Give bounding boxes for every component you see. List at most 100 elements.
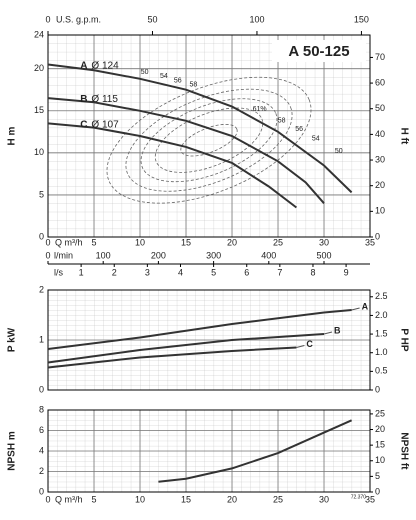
plot-frame	[47, 34, 371, 238]
y-tick-label: 1	[39, 334, 44, 344]
y2-tick-label: 0	[375, 384, 380, 394]
y2-tick-label: 30	[375, 154, 385, 164]
extra-tick-label: 400	[261, 250, 276, 260]
y2-tick-label: 5	[375, 471, 380, 481]
y2-tick-label: 15	[375, 440, 385, 450]
efficiency-label: 58	[278, 118, 286, 125]
y-tick-label: 5	[39, 189, 44, 199]
efficiency-contour	[154, 107, 264, 173]
efficiency-label: 56	[174, 77, 182, 84]
x-tick-label: 10	[135, 494, 145, 504]
y2-tick-label: 20	[375, 180, 385, 190]
curve	[47, 309, 352, 350]
efficiency-label: 56	[295, 126, 303, 133]
x-axis-label: Q m³/h	[55, 237, 83, 247]
efficiency-label: 50	[335, 148, 343, 155]
extra-tick-label: 300	[206, 250, 221, 260]
y2-tick-label: 2.5	[375, 291, 388, 301]
curve-diameter: Ø 115	[91, 94, 118, 105]
top-tick-label: 50	[147, 14, 157, 24]
efficiency-label: 58	[189, 82, 197, 89]
plot-frame	[47, 289, 371, 391]
y-tick-label: 6	[39, 425, 44, 435]
y2-axis-label: NPSH ft	[398, 432, 409, 470]
extra-tick-label: 100	[96, 250, 111, 260]
plot-frame	[47, 409, 371, 493]
curve-diameter: Ø 107	[91, 119, 119, 130]
title-box	[272, 40, 366, 62]
y2-axis-label: H ft	[398, 128, 409, 145]
y-tick-label: 0	[39, 231, 44, 241]
curve	[158, 419, 353, 483]
y-tick-label: 4	[39, 445, 44, 455]
curve-label: A	[362, 301, 369, 311]
curve-label: B Ø 115	[80, 94, 118, 105]
curve	[47, 97, 325, 204]
curve	[47, 122, 298, 209]
y-tick-label: 10	[34, 147, 44, 157]
y2-tick-label: 10	[375, 206, 385, 216]
top-tick-label: 0	[45, 14, 50, 24]
top-tick-label: 100	[249, 14, 264, 24]
x-tick-label: 10	[135, 237, 145, 247]
y-tick-label: 2	[39, 466, 44, 476]
extra-tick-label: 0	[45, 250, 50, 260]
curve-label: A Ø 124	[80, 60, 119, 71]
extra-axis-label: l/s	[54, 267, 64, 277]
x-tick-label: 25	[273, 494, 283, 504]
y-tick-label: 2	[39, 284, 44, 294]
curve-leader	[296, 345, 305, 348]
x-tick-label: 35	[365, 237, 375, 247]
extra-tick-label: 5	[211, 267, 216, 277]
curve	[47, 63, 353, 194]
x-tick-label: 30	[319, 237, 329, 247]
efficiency-contour	[125, 88, 293, 192]
y-tick-label: 0	[39, 384, 44, 394]
y2-tick-label: 20	[375, 424, 385, 434]
x-tick-label: 5	[91, 494, 96, 504]
x-tick-label: 0	[45, 237, 50, 247]
curve-label: B	[334, 325, 341, 335]
y-axis-label: P kW	[7, 327, 18, 352]
curve-name: B	[80, 94, 87, 105]
x-axis-label: Q m³/h	[55, 494, 83, 504]
extra-tick-label: 2	[112, 267, 117, 277]
curve-name: A	[80, 60, 87, 71]
extra-tick-label: 8	[310, 267, 315, 277]
curve-leader	[351, 307, 360, 311]
extra-tick-label: 200	[151, 250, 166, 260]
extra-tick-label: 4	[178, 267, 183, 277]
extra-tick-label: 500	[316, 250, 331, 260]
efficiency-contour	[180, 123, 238, 157]
x-tick-label: 30	[319, 494, 329, 504]
y2-tick-label: 60	[375, 77, 385, 87]
x-tick-label: 5	[91, 237, 96, 247]
y2-tick-label: 0	[375, 231, 380, 241]
efficiency-label: 50	[141, 69, 149, 76]
curve-label: C	[306, 339, 313, 349]
y-tick-label: 20	[34, 63, 44, 73]
x-tick-label: 0	[45, 494, 50, 504]
y2-tick-label: 1.5	[375, 328, 388, 338]
y2-tick-label: 10	[375, 455, 385, 465]
efficiency-contour	[106, 76, 312, 204]
efficiency-label: 54	[312, 135, 320, 142]
extra-tick-label: 3	[145, 267, 150, 277]
y-tick-label: 15	[34, 105, 44, 115]
curve-diameter: Ø 124	[91, 60, 119, 71]
y-tick-label: 8	[39, 404, 44, 414]
y2-axis-label: P HP	[398, 328, 409, 351]
x-tick-label: 20	[227, 237, 237, 247]
x-tick-label: 15	[181, 494, 191, 504]
extra-tick-label: 9	[344, 267, 349, 277]
top-tick-label: 150	[354, 14, 369, 24]
y2-tick-label: 70	[375, 52, 385, 62]
efficiency-label: 54	[160, 73, 168, 80]
curve	[47, 333, 325, 364]
y2-tick-label: 0	[375, 486, 380, 496]
y-axis-label: NPSH m	[7, 431, 18, 471]
x-tick-label: 15	[181, 237, 191, 247]
top-axis-label: U.S. g.p.m.	[56, 14, 101, 24]
y2-tick-label: 40	[375, 129, 385, 139]
